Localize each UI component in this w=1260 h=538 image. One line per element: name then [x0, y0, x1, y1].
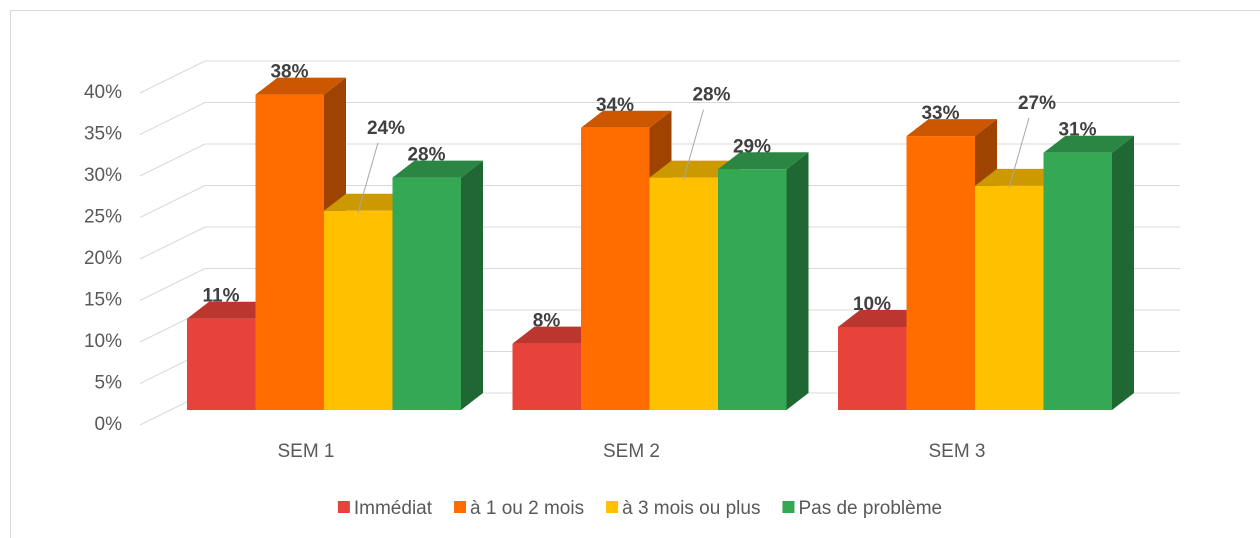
bar-top	[906, 119, 997, 137]
bar	[1043, 152, 1112, 410]
leader-line	[357, 142, 379, 213]
legend-swatch	[782, 501, 795, 513]
bar-side	[1112, 135, 1134, 410]
value-label: 28%	[407, 145, 445, 166]
bar-top	[975, 168, 1066, 186]
value-label: 11%	[203, 286, 240, 307]
legend-swatch	[337, 501, 350, 513]
bar-top	[187, 301, 278, 319]
bar-top	[392, 160, 483, 178]
bar-top	[1043, 135, 1134, 153]
grid-line	[139, 185, 206, 218]
y-tick-label: 25%	[84, 207, 122, 228]
bar	[718, 169, 787, 410]
y-tick-label: 20%	[84, 248, 122, 269]
bar-top	[718, 152, 809, 170]
bar	[512, 343, 581, 410]
x-tick-label: SEM 3	[928, 441, 985, 462]
value-label: 27%	[1018, 93, 1056, 114]
bar	[581, 127, 650, 411]
value-label: 24%	[367, 118, 405, 139]
leader-line	[1008, 117, 1030, 189]
bar-top	[512, 326, 603, 344]
bar-side	[786, 152, 809, 411]
bar	[649, 177, 718, 410]
value-label: 8%	[533, 311, 561, 332]
bar	[392, 177, 461, 410]
bar	[255, 94, 324, 410]
y-tick-label: 30%	[84, 165, 122, 186]
bar-top	[838, 310, 929, 327]
bar	[975, 185, 1044, 410]
y-tick-label: 0%	[95, 414, 123, 435]
legend-label: Immédiat	[354, 498, 433, 519]
grid-line	[139, 143, 206, 177]
x-tick-label: SEM 1	[277, 441, 334, 462]
bar	[324, 210, 393, 410]
grid-line	[139, 60, 206, 94]
legend-label: à 3 mois ou plus	[622, 498, 760, 519]
y-tick-label: 40%	[84, 82, 122, 103]
bar-top	[324, 193, 415, 211]
value-label: 29%	[733, 136, 771, 157]
bar	[906, 136, 975, 410]
grid-line	[139, 268, 206, 301]
bar	[838, 327, 907, 410]
y-tick-label: 5%	[95, 373, 123, 394]
legend-swatch	[606, 501, 619, 513]
bar	[187, 318, 256, 410]
grid-line	[139, 226, 206, 260]
legend-label: Pas de problème	[798, 498, 942, 519]
value-label: 34%	[596, 95, 634, 116]
y-tick-label: 15%	[84, 290, 122, 311]
chart-frame	[10, 10, 1260, 538]
y-tick-label: 10%	[84, 331, 122, 352]
value-label: 31%	[1058, 120, 1096, 141]
y-tick-label: 35%	[84, 124, 122, 145]
bar-top	[255, 77, 346, 95]
legend-label: à 1 ou 2 mois	[470, 498, 584, 519]
x-tick-label: SEM 2	[603, 441, 660, 462]
legend-swatch	[454, 501, 467, 513]
grid-line	[139, 102, 206, 135]
bar-top	[581, 110, 672, 128]
value-label: 28%	[692, 85, 730, 106]
value-label: 38%	[270, 62, 308, 83]
leader-line	[683, 109, 704, 180]
bar-side	[461, 160, 483, 410]
value-label: 10%	[853, 294, 891, 315]
value-label: 33%	[921, 103, 959, 124]
bar-top	[649, 160, 740, 178]
